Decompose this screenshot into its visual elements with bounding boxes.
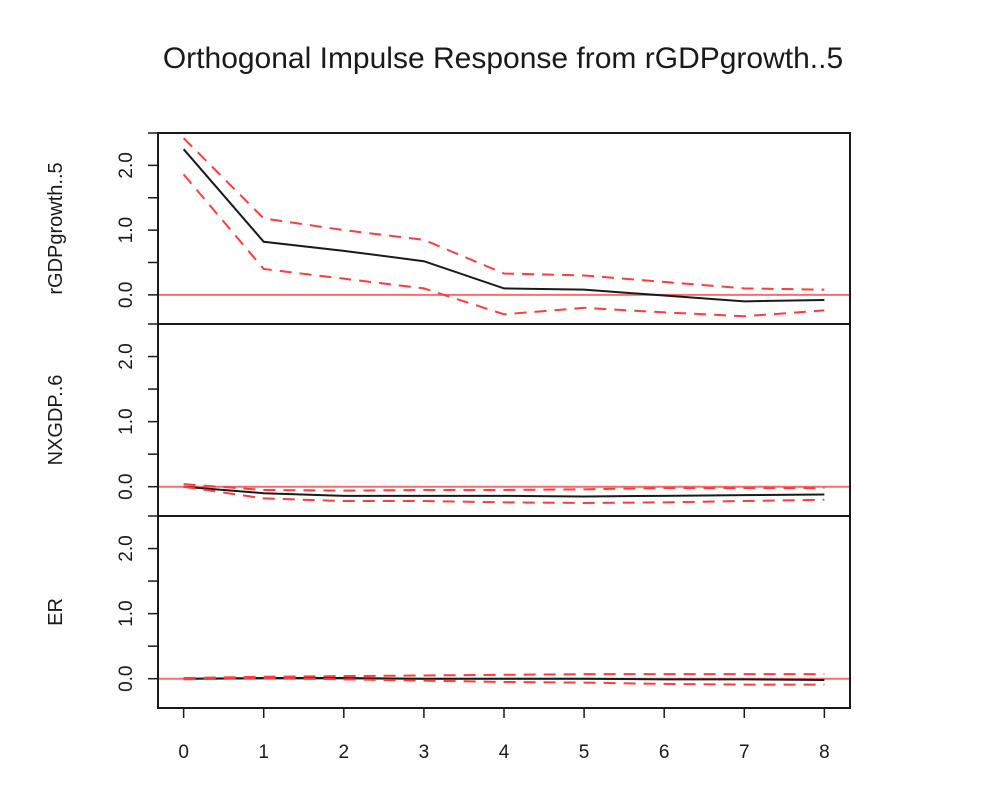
y-tick-label: 2.0 [116, 343, 137, 369]
lower-confidence-band [183, 677, 825, 686]
panel-3: 0.0 1.0 2.0 ER [45, 515, 851, 709]
upper-confidence-band [183, 673, 825, 680]
panel-1: 0.0 1.0 2.0 rGDPgrowth..5 [45, 132, 851, 325]
lower-confidence-band [183, 485, 825, 504]
response-line [183, 485, 825, 498]
x-tick-label: 1 [258, 742, 269, 763]
x-tick-label: 6 [659, 742, 670, 763]
chart-title: Orthogonal Impulse Response from rGDPgro… [163, 42, 843, 75]
x-tick-label: 2 [339, 742, 350, 763]
x-tick-label: 4 [499, 742, 510, 763]
y-tick-label: 2.0 [116, 535, 137, 561]
y-axis-label: ER [45, 598, 67, 626]
y-tick-label: 1.0 [116, 600, 137, 626]
y-tick-label: 0.0 [116, 666, 137, 692]
y-tick-label: 0.0 [116, 474, 137, 500]
x-tick-label: 0 [178, 742, 189, 763]
upper-confidence-band [183, 483, 825, 492]
x-tick-label: 7 [739, 742, 750, 763]
panel-series [182, 137, 825, 318]
y-axis-label: rGDPgrowth..5 [45, 162, 67, 294]
x-axis: 0 1 2 3 4 5 6 7 8 [178, 708, 830, 763]
x-tick-label: 5 [579, 742, 590, 763]
panel-series [183, 483, 825, 504]
y-axis-label: NXGDP..6 [45, 375, 67, 466]
x-tick-label: 3 [419, 742, 430, 763]
panel-series [183, 673, 825, 686]
upper-confidence-band [182, 137, 825, 291]
response-line [182, 148, 825, 303]
lower-confidence-band [182, 173, 825, 318]
y-tick-label: 1.0 [116, 217, 137, 243]
y-tick-label: 2.0 [116, 152, 137, 178]
y-tick-label: 0.0 [116, 282, 137, 308]
panel-2: 0.0 1.0 2.0 NXGDP..6 [45, 323, 851, 517]
x-tick-label: 8 [819, 742, 830, 763]
y-tick-label: 1.0 [116, 408, 137, 434]
panels: 0.01.02.0rGDPgrowth..50.01.02.0NXGDP..60… [45, 132, 851, 709]
